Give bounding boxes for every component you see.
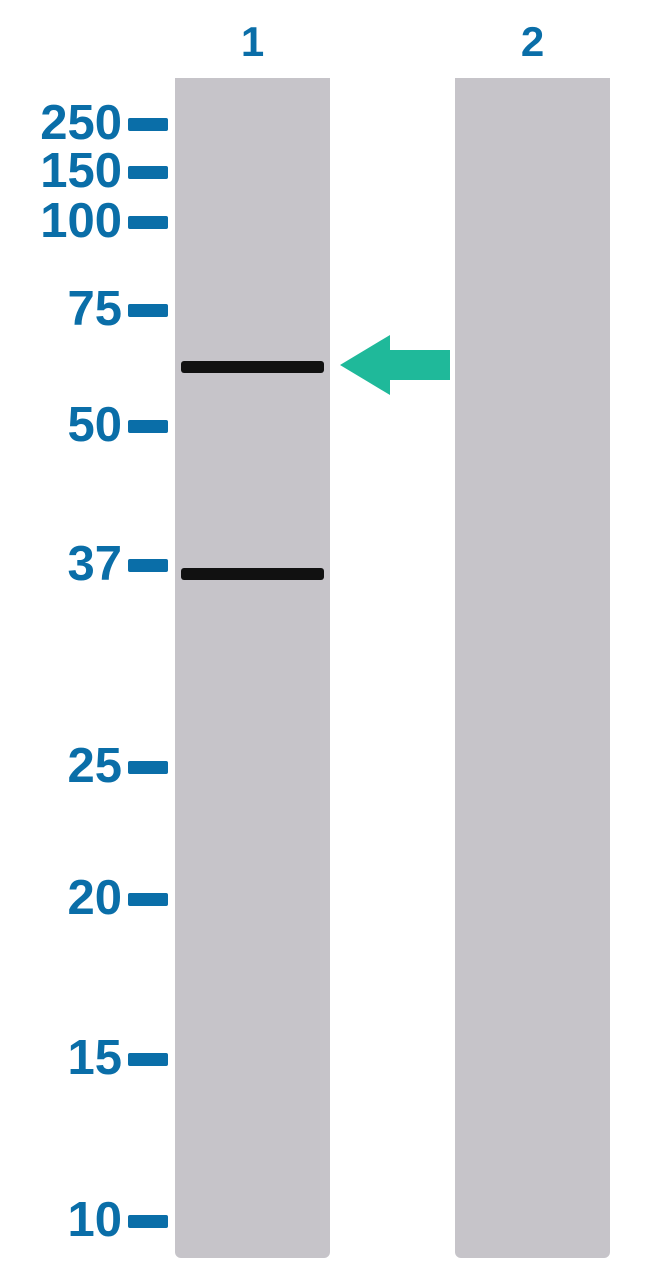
- marker-tick-75: [128, 304, 168, 317]
- marker-label-75: 75: [52, 281, 122, 337]
- marker-tick-150: [128, 166, 168, 179]
- marker-label-25: 25: [52, 738, 122, 794]
- lane-header-1: 1: [175, 18, 330, 66]
- marker-label-150: 150: [22, 143, 122, 199]
- marker-tick-250: [128, 118, 168, 131]
- lane-header-2: 2: [455, 18, 610, 66]
- marker-label-10: 10: [52, 1192, 122, 1248]
- marker-tick-25: [128, 761, 168, 774]
- marker-label-100: 100: [22, 193, 122, 249]
- marker-tick-50: [128, 420, 168, 433]
- marker-tick-20: [128, 893, 168, 906]
- marker-tick-15: [128, 1053, 168, 1066]
- lane-2: [455, 78, 610, 1258]
- marker-tick-10: [128, 1215, 168, 1228]
- marker-tick-37: [128, 559, 168, 572]
- marker-label-20: 20: [52, 870, 122, 926]
- marker-label-37: 37: [52, 536, 122, 592]
- arrow-left-icon: [340, 330, 450, 400]
- band-lane1-lower: [181, 568, 324, 580]
- marker-label-15: 15: [52, 1030, 122, 1086]
- western-blot-figure: 1 2 250 150 100 75 50 37 25 20 15 10: [0, 0, 650, 1270]
- marker-label-50: 50: [52, 397, 122, 453]
- band-lane1-upper: [181, 361, 324, 373]
- marker-tick-100: [128, 216, 168, 229]
- lane-1: [175, 78, 330, 1258]
